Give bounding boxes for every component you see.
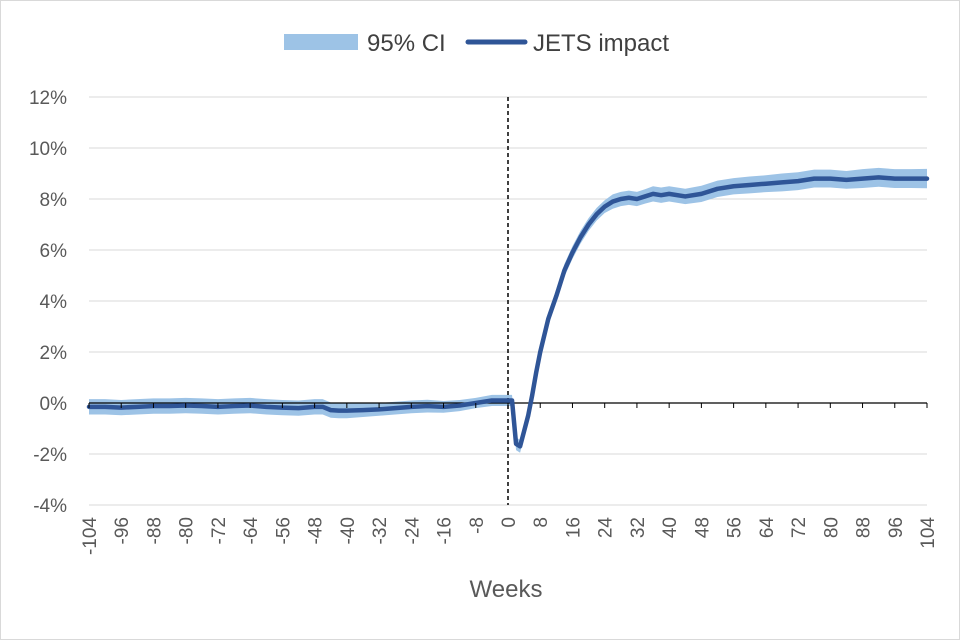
x-tick-label: 48 — [692, 517, 713, 538]
x-tick-label: -16 — [435, 517, 456, 544]
x-tick-label: -24 — [402, 517, 423, 545]
legend-label-ci: 95% CI — [367, 30, 446, 57]
x-tick-label: 40 — [660, 517, 681, 538]
x-tick-label: 24 — [596, 517, 617, 539]
y-tick-label: 2% — [40, 343, 68, 364]
y-tick-label: 0% — [40, 394, 68, 415]
y-axis-ticks: -4% -2% 0% 2% 4% 6% 8% 10% 12% — [29, 88, 67, 517]
legend: 95% CI JETS impact — [284, 30, 669, 57]
x-tick-label: 72 — [789, 517, 810, 538]
x-tick-label: -48 — [306, 517, 327, 544]
x-tick-label: -32 — [370, 517, 391, 544]
legend-swatch-ci — [284, 34, 358, 50]
x-tick-label: 104 — [918, 517, 939, 549]
y-tick-label: 4% — [40, 292, 68, 313]
y-tick-label: 6% — [40, 241, 68, 262]
jets-impact-line — [86, 175, 930, 449]
x-tick-label: -56 — [273, 517, 294, 544]
ci-band — [89, 167, 927, 453]
x-tick-label: -96 — [112, 517, 133, 544]
x-tick-label: -80 — [177, 517, 198, 544]
x-tick-label: 88 — [854, 517, 875, 538]
x-tick-label: 0 — [499, 517, 520, 528]
x-tick-label: -40 — [338, 517, 359, 544]
x-tick-label: 64 — [757, 517, 778, 539]
y-tick-label: -4% — [33, 496, 67, 517]
y-tick-label: 8% — [40, 190, 68, 211]
x-tick-label: 32 — [628, 517, 649, 538]
x-axis-ticks: -104 -96 -88 -80 -72 -64 -56 -48 -40 -32 -24 -16 -8 0… — [80, 403, 939, 555]
x-tick-label: 56 — [725, 517, 746, 538]
x-tick-label: -72 — [209, 517, 230, 544]
impact-line-layer — [86, 175, 930, 449]
y-tick-label: 10% — [29, 139, 67, 160]
x-tick-label: 8 — [531, 517, 552, 528]
x-tick-label: 16 — [563, 517, 584, 538]
x-tick-label: -88 — [144, 517, 165, 544]
legend-label-line: JETS impact — [533, 30, 669, 57]
x-tick-label: 80 — [821, 517, 842, 538]
x-tick-label: -8 — [467, 517, 488, 534]
x-axis-title: Weeks — [470, 576, 543, 603]
y-tick-label: -2% — [33, 445, 67, 466]
confidence-band-layer — [89, 167, 927, 453]
y-tick-label: 12% — [29, 88, 67, 109]
x-tick-label: -64 — [241, 517, 262, 545]
x-tick-label: -104 — [80, 517, 101, 555]
x-tick-label: 96 — [886, 517, 907, 538]
